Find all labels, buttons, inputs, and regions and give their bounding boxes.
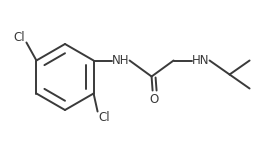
Text: NH: NH bbox=[112, 54, 129, 67]
Text: Cl: Cl bbox=[99, 111, 111, 124]
Text: O: O bbox=[149, 93, 158, 106]
Text: Cl: Cl bbox=[14, 31, 25, 44]
Text: HN: HN bbox=[192, 54, 209, 67]
